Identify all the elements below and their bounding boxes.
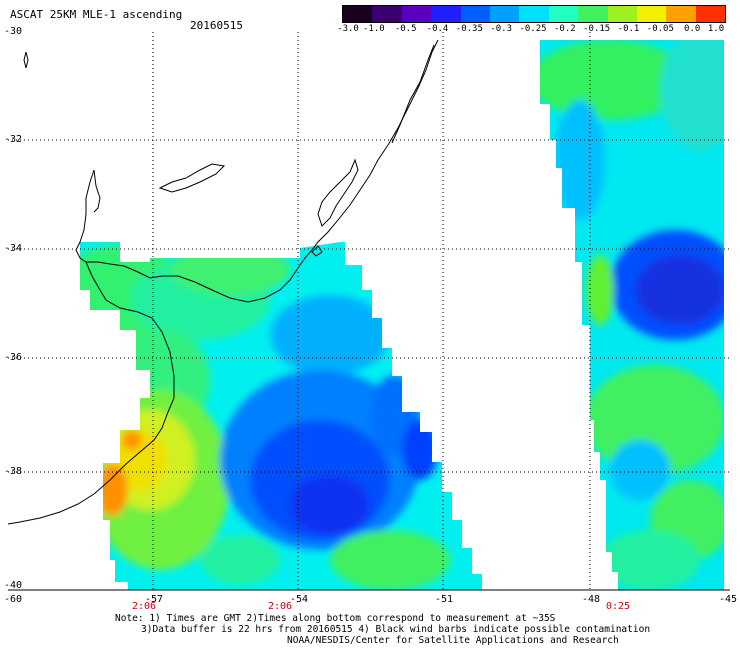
colorbar-tick-label: -0.1 bbox=[617, 24, 640, 34]
colorbar-tick-label: -1.0 bbox=[362, 24, 385, 34]
lat-label: -36 bbox=[4, 352, 23, 363]
lat-label: -30 bbox=[4, 26, 23, 37]
colorbar-swatch bbox=[578, 6, 608, 22]
colorbar-swatch bbox=[460, 6, 490, 22]
lon-label: -57 bbox=[145, 594, 164, 605]
lat-label: -34 bbox=[4, 243, 23, 254]
colorbar-tick-label: -0.15 bbox=[583, 24, 611, 34]
colorbar-tick-label: -0.05 bbox=[646, 24, 674, 34]
colorbar-tick-label: -0.2 bbox=[553, 24, 576, 34]
lon-label: -51 bbox=[435, 594, 454, 605]
colorbar-swatch bbox=[519, 6, 549, 22]
colorbar-swatch bbox=[548, 6, 579, 22]
colorbar-tick-label: 0.0 bbox=[684, 24, 701, 34]
pass-time: 2:06 bbox=[268, 601, 293, 612]
colorbar-tick-label: 1.0 bbox=[707, 24, 725, 34]
pass-time: 0:25 bbox=[606, 601, 631, 612]
colorbar-swatch bbox=[401, 6, 432, 22]
note-line: Note: 1) Times are GMT 2)Times along bot… bbox=[115, 613, 556, 624]
colorbar-swatch bbox=[695, 6, 726, 22]
colorbar-swatch bbox=[636, 6, 667, 22]
colorbar-tick-label: -0.5 bbox=[394, 24, 417, 34]
colorbar-tick-label: -0.3 bbox=[490, 24, 512, 34]
colorbar-swatch bbox=[372, 6, 402, 22]
note-line: 3)Data buffer is 22 hrs from 20160515 4)… bbox=[141, 624, 651, 635]
colorbar-swatch bbox=[431, 6, 461, 22]
colorbar-swatch bbox=[343, 6, 373, 22]
colorbar bbox=[342, 5, 726, 23]
colorbar-swatch bbox=[607, 6, 637, 22]
colorbar-swatch bbox=[666, 6, 696, 22]
colorbar-tick-label: -3.0 bbox=[337, 24, 359, 34]
lon-label: -54 bbox=[290, 594, 309, 605]
lon-label: -60 bbox=[4, 594, 23, 605]
lon-label: -48 bbox=[582, 594, 601, 605]
colorbar-tick-label: -0.35 bbox=[455, 24, 483, 34]
colorbar-tick-label: -0.4 bbox=[426, 24, 449, 34]
lat-label: -32 bbox=[4, 134, 23, 145]
lon-label: -45 bbox=[719, 594, 738, 605]
lat-label: -38 bbox=[4, 466, 23, 477]
plot-title: ASCAT 25KM MLE-1 ascending bbox=[10, 8, 183, 21]
colorbar-labels: -3.0 -1.0 -0.5 -0.4 -0.35 -0.3 -0.25 -0.2 -0.15-… bbox=[337, 24, 725, 36]
colorbar-swatch bbox=[489, 6, 520, 22]
footnotes: Note: 1) Times are GMT 2)Times along bot… bbox=[115, 613, 650, 646]
note-line: NOAA/NESDIS/Center for Satellite Applica… bbox=[287, 635, 619, 646]
lat-label: -40 bbox=[4, 580, 23, 591]
colorbar-tick-label: -0.25 bbox=[519, 24, 547, 34]
pass-time: 2:06 bbox=[132, 601, 157, 612]
plot-date: 20160515 bbox=[190, 19, 243, 32]
